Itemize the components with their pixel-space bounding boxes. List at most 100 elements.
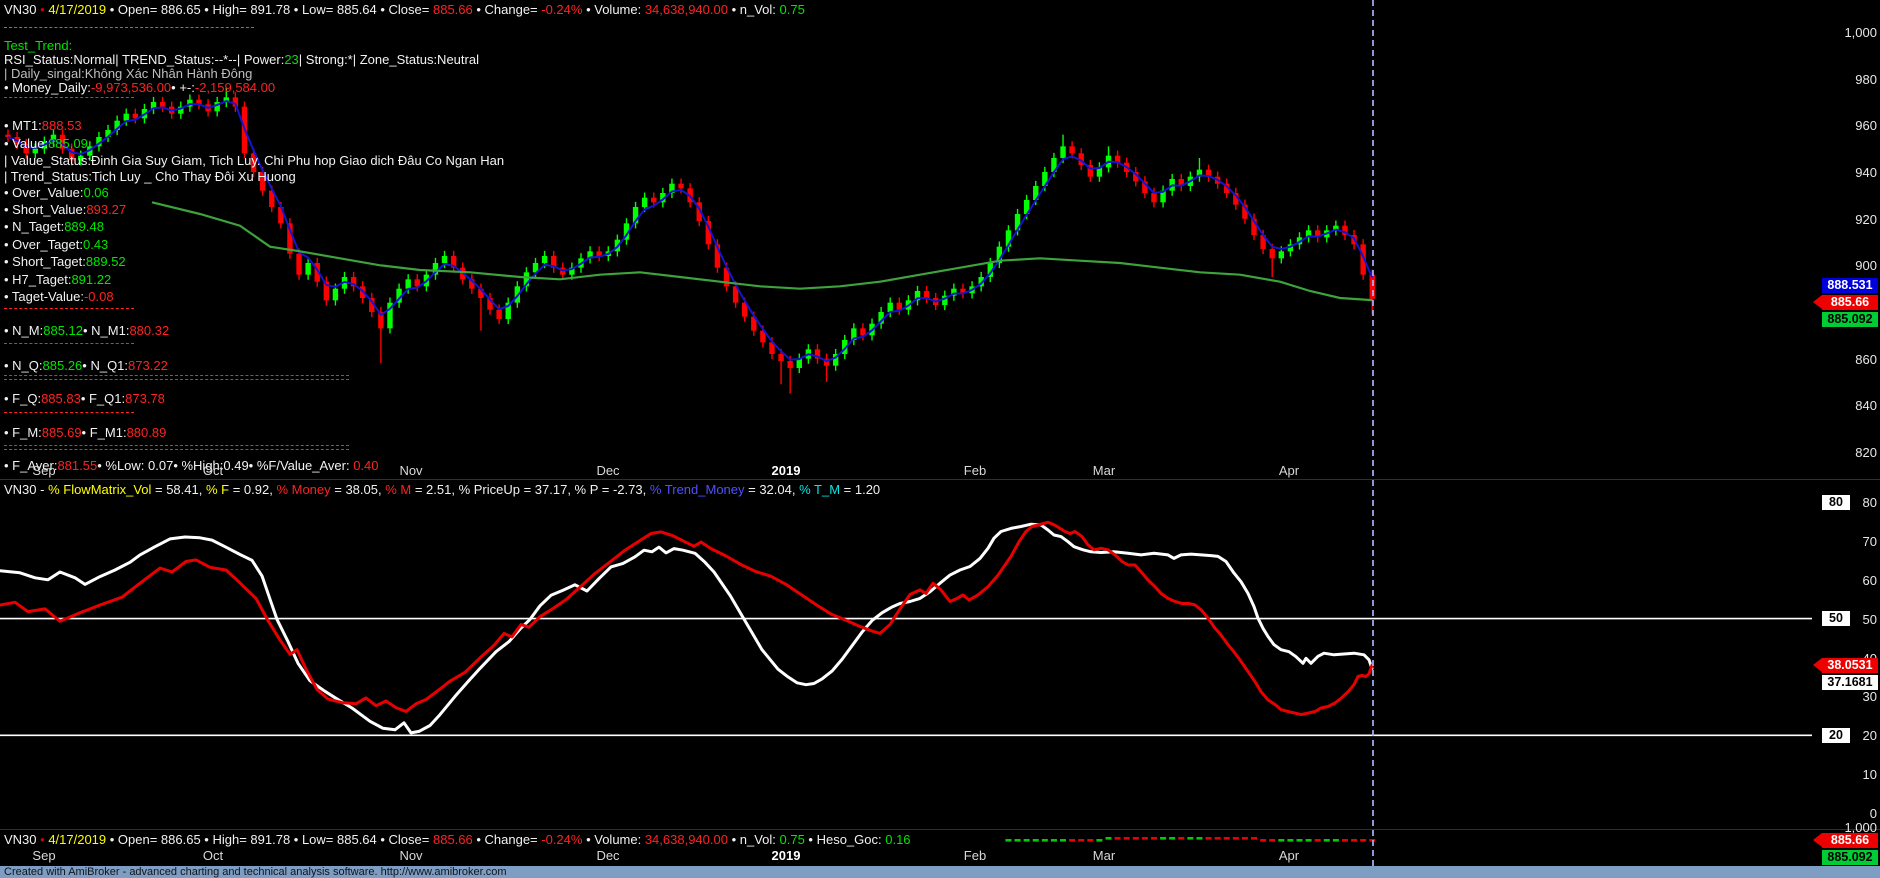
marker-arrow-icon <box>1813 657 1822 672</box>
bottom-status-line: VN30 • 4/17/2019 • Open= 886.65 • High= … <box>4 833 911 847</box>
text-segment: • H7_Taget: <box>4 272 72 287</box>
text-segment: • F_Aver: <box>4 458 58 473</box>
volume-scale-label: 1,000 <box>1844 820 1877 835</box>
text-segment: • Short_Value: <box>4 202 87 217</box>
separator-line <box>4 445 349 450</box>
separator-line <box>4 375 349 380</box>
text-segment: • Volume: <box>586 832 645 847</box>
text-segment: VN30 <box>4 832 41 847</box>
level-value-box: 50 <box>1822 611 1850 627</box>
pane-divider-2[interactable] <box>0 829 1880 830</box>
text-segment: % F <box>205 482 233 497</box>
text-segment: = 38.05, <box>334 482 386 497</box>
indicator-line: • N_M:885.12• N_M1:880.32 <box>4 324 169 338</box>
indicator-line: • Money_Daily:-9,973,536.00• +-:-2,159,5… <box>4 81 275 95</box>
text-segment: • Short_Taget: <box>4 254 86 269</box>
text-segment: • N_Taget: <box>4 219 65 234</box>
text-segment: • Heso_Goc: <box>808 832 886 847</box>
axis-marker-88566: 885.66 <box>1813 832 1878 848</box>
indicator-line: • N_Q:885.26• N_Q1:873.22 <box>4 359 168 373</box>
footer-credit-bar: Created with AmiBroker - advanced charti… <box>0 866 1880 878</box>
date-axis-label: Mar <box>1092 848 1116 863</box>
indicator-line: • F_M:885.69• F_M1:880.89 <box>4 426 166 440</box>
axis-marker-888531: 888.531 <box>1822 277 1878 293</box>
text-segment: • <box>40 2 49 17</box>
indicator-line: RSI_Status:Normal| TREND_Status:--*--| P… <box>4 53 479 67</box>
text-segment: 873.22 <box>128 358 168 373</box>
oscillator-chart-svg[interactable] <box>0 480 1880 829</box>
pane-divider-1[interactable] <box>0 479 1880 480</box>
price-axis-tick: 840 <box>1855 398 1877 414</box>
oscillator-axis-tick: 50 <box>1862 611 1877 627</box>
indicator-line: • H7_Taget:891.22 <box>4 273 111 287</box>
separator-line <box>4 412 134 413</box>
axis-marker-371681: 37.1681 <box>1822 674 1878 690</box>
text-segment: • Volume: <box>586 2 645 17</box>
indicator-line: • Over_Taget:0.43 <box>4 238 108 252</box>
date-axis-label: Apr <box>1278 463 1300 478</box>
text-segment: 0.06 <box>83 185 109 200</box>
volume-strip-svg[interactable] <box>0 830 1880 866</box>
text-segment: • n_Vol: <box>731 2 780 17</box>
separator-line <box>4 97 134 98</box>
text-segment: -0.24% <box>541 832 587 847</box>
text-segment: 880.89 <box>126 425 167 440</box>
text-segment: 885.83 <box>41 391 81 406</box>
text-segment: 889.48 <box>64 219 104 234</box>
price-axis-tick: 1,000 <box>1844 25 1877 40</box>
fast-ma-line <box>7 100 1374 363</box>
text-segment: 34,638,940.00 <box>644 2 732 17</box>
level-value-box: 20 <box>1822 727 1850 743</box>
text-segment: • Over_Value: <box>4 185 84 200</box>
oscillator-axis-tick: 10 <box>1862 767 1877 783</box>
indicator-line: • Taget-Value:-0.08 <box>4 290 114 304</box>
selected-date-cursor[interactable] <box>1372 0 1374 866</box>
marker-arrow-icon <box>1813 832 1822 847</box>
indicator-line: • Over_Value:0.06 <box>4 186 109 200</box>
price-axis-tick: 860 <box>1855 351 1877 367</box>
date-axis-label: Dec <box>596 463 620 478</box>
indicator-line: | Trend_Status:Tich Luy _ Cho Thay Đôi X… <box>4 170 296 184</box>
text-segment: 885.69 <box>41 425 82 440</box>
text-segment: | Trend_Status:Tich Luy _ Cho Thay Đôi X… <box>4 169 296 184</box>
oscillator-axis-tick: 30 <box>1862 689 1877 705</box>
text-segment: • Over_Taget: <box>4 237 83 252</box>
text-segment: = 1.20 <box>843 482 881 497</box>
text-segment: • Taget-Value: <box>4 289 84 304</box>
indicator-line: • MT1:888.53 <box>4 119 82 133</box>
text-segment: • F_Q1: <box>80 391 126 406</box>
text-segment: • Change= <box>476 2 542 17</box>
indicator-line: • Short_Value:893.27 <box>4 203 126 217</box>
text-segment: • Change= <box>476 832 542 847</box>
date-axis-label: Mar <box>1092 463 1116 478</box>
date-axis-label: Oct <box>202 463 224 478</box>
text-segment: 0.16 <box>885 832 911 847</box>
indicator-line: Test_Trend: <box>4 39 72 53</box>
text-segment: Test_Trend: <box>4 38 73 53</box>
date-axis-label: 2019 <box>771 848 801 863</box>
date-axis-label: Feb <box>963 848 987 863</box>
indicator-line: | Value_Status:Đinh Gia Suy Giam, Tich L… <box>4 154 504 168</box>
indicator-line: • Value:885.09 <box>4 137 88 151</box>
text-segment: = 0.92, <box>232 482 277 497</box>
text-segment: 888.53 <box>41 118 82 133</box>
text-segment: 880.32 <box>129 323 170 338</box>
text-segment: % T_M <box>799 482 844 497</box>
text-segment: VN30 <box>4 2 41 17</box>
date-axis-label: Nov <box>399 463 423 478</box>
indicator-line: | Daily_singal:Không Xác Nhân Hành Đông <box>4 67 252 81</box>
text-segment: 0.75 <box>779 2 805 17</box>
text-segment: 889.52 <box>85 254 126 269</box>
text-segment: = 2.51, <box>414 482 459 497</box>
price-pane-title: VN30 • 4/17/2019 • Open= 886.65 • High= … <box>4 3 805 17</box>
text-segment: | Daily_singal:Không Xác Nhân Hành Đông <box>4 66 253 81</box>
text-segment: -0.08 <box>83 289 114 304</box>
oscillator-pane-title: VN30 - % FlowMatrix_Vol = 58.41, % F = 0… <box>4 483 880 497</box>
indicator-line: • F_Aver:881.55• %Low: 0.07• %High:0.49•… <box>4 459 379 473</box>
price-chart-svg[interactable] <box>0 0 1880 479</box>
text-segment: 885.26 <box>42 358 83 373</box>
date-axis-label: 2019 <box>771 463 801 478</box>
text-segment: RSI_Status:Normal| TREND_Status:--*--| P… <box>4 52 285 67</box>
text-segment: 891.22 <box>71 272 112 287</box>
axis-marker-380531: 38.0531 <box>1813 657 1878 673</box>
